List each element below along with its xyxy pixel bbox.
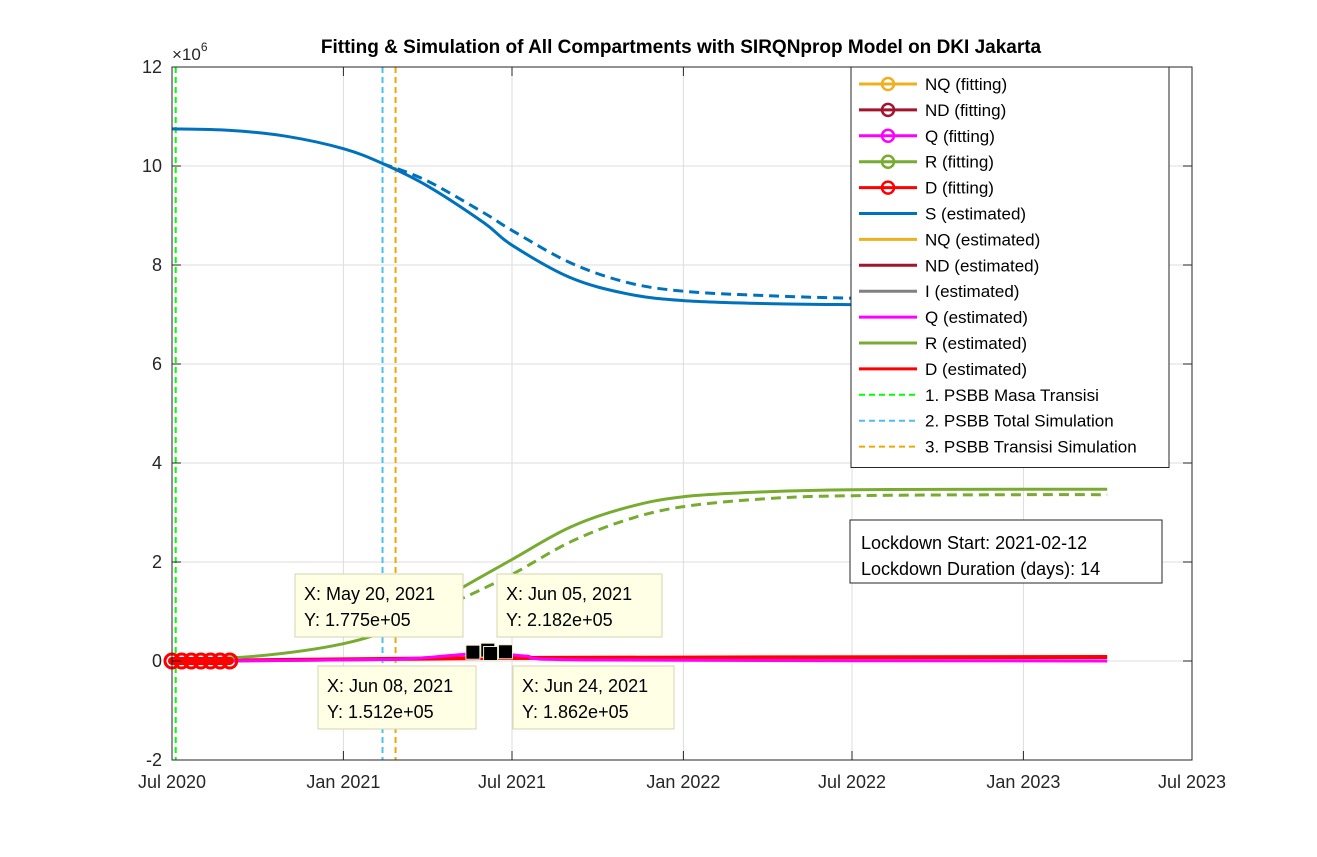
legend-label: 3. PSBB Transisi Simulation [925,438,1137,457]
legend-label: Q (fitting) [925,127,995,146]
legend-marker-sample [880,180,896,195]
legend-label: R (fitting) [925,153,994,172]
legend-label: ND (estimated) [925,256,1039,275]
legend-item-q-estimated[interactable]: Q (estimated) [859,308,1028,327]
legend-marker-sample [880,128,896,144]
datatip-box [512,665,675,730]
legend-label: D (fitting) [925,179,994,198]
legend-item-r-estimated[interactable]: R (estimated) [859,334,1027,353]
legend-item-nd-fitting[interactable]: ND (fitting) [859,101,1006,120]
series-line-s-simulated-dashed [381,162,923,301]
legend-label: ND (fitting) [925,101,1006,120]
legend-item-d-estimated[interactable]: D (estimated) [859,360,1027,379]
axes-box [171,66,1193,761]
legend-marker-sample [880,76,896,92]
legend-item-nq-estimated[interactable]: NQ (estimated) [859,230,1040,249]
annotation-line-1: Lockdown Start: 2021-02-12 [861,533,1087,553]
plot-area [163,67,1108,760]
legend-label: S (estimated) [925,205,1026,224]
series-line-r-estimated [171,487,1108,662]
datatip-x-label: X: May 20, 2021 [304,584,435,604]
legend-label: NQ (fitting) [925,75,1007,94]
y-tick-label: 4 [152,453,162,473]
x-tick-label: Jan 2023 [986,772,1060,792]
datatip: X: May 20, 2021 Y: 1.775e+05 [294,573,481,660]
x-tick-label: Jul 2023 [1158,772,1226,792]
x-tick-label: Jul 2021 [478,772,546,792]
legend-item-r-fitting[interactable]: R (fitting) [859,153,994,172]
legend-box [850,66,1170,468]
y-tick-label: 6 [152,354,162,374]
legend-marker-sample [880,154,896,169]
datatip-y-label: Y: 1.512e+05 [327,702,434,722]
legend-label: 2. PSBB Total Simulation [925,412,1114,431]
x-tick-label: Jan 2021 [306,772,380,792]
legend-item-s-estimated[interactable]: S (estimated) [859,205,1026,224]
axis-ticks: Jul 2020 Jan 2021 Jul 2021 Jan 2022 Jul 2022… [138,57,1226,792]
x-tick-label: Jul 2020 [138,772,206,792]
datatip-marker [497,644,513,660]
x-tick-label: Jul 2022 [818,772,886,792]
y-tick-label: -2 [146,750,162,770]
annotation-box: Lockdown Start: 2021-02-12 Lockdown Dura… [849,519,1163,584]
datatip: X: Jun 24, 2021 Y: 1.862e+05 [497,644,675,730]
series-line-r-simulated-dashed [381,493,1108,636]
y-exponent: ×106 [172,40,208,64]
legend-item-3-psbb-transisi-simulation[interactable]: 3. PSBB Transisi Simulation [859,438,1137,457]
legend-item-nq-fitting[interactable]: NQ (fitting) [859,75,1007,94]
legend-label: I (estimated) [925,282,1019,301]
legend-label: Q (estimated) [925,308,1028,327]
datatip-box [496,573,663,638]
datatip-box [317,665,477,730]
datatip: X: Jun 05, 2021 Y: 2.182e+05 [480,573,663,658]
datatip-y-label: Y: 1.775e+05 [304,610,411,630]
y-tick-label: 2 [152,552,162,572]
legend-item-q-fitting[interactable]: Q (fitting) [859,127,995,146]
datatip-x-label: X: Jun 05, 2021 [506,584,632,604]
legend-label: NQ (estimated) [925,230,1040,249]
datatip-box [294,573,464,638]
y-tick-label: 0 [152,651,162,671]
y-tick-label: 8 [152,255,162,275]
datatip-x-label: X: Jun 08, 2021 [327,676,453,696]
legend-label: R (estimated) [925,334,1027,353]
datatip-marker [465,644,481,660]
legend-item-2-psbb-total-simulation[interactable]: 2. PSBB Total Simulation [859,412,1114,431]
legend-label: D (estimated) [925,360,1027,379]
y-exponent-power: 6 [201,40,208,54]
legend-item-1-psbb-masa-transisi[interactable]: 1. PSBB Masa Transisi [859,386,1099,405]
legend-item-nd-estimated[interactable]: ND (estimated) [859,256,1039,275]
datatip: X: Jun 08, 2021 Y: 1.512e+05 [317,646,499,730]
x-tick-label: Jan 2022 [646,772,720,792]
datatips: X: May 20, 2021 Y: 1.775e+05 X: Jun 05, 20… [294,573,675,730]
legend-item-i-estimated[interactable]: I (estimated) [859,282,1019,301]
y-exponent-label: ×10 [172,45,201,64]
annotation-line-2: Lockdown Duration (days): 14 [861,559,1100,579]
datatip-marker [483,646,499,662]
y-tick-label: 12 [142,57,162,77]
y-tick-label: 10 [142,156,162,176]
datatip-y-label: Y: 2.182e+05 [506,610,613,630]
legend-marker-sample [880,102,896,118]
datatip-y-label: Y: 1.862e+05 [522,702,629,722]
chart-title: Fitting & Simulation of All Compartments… [321,37,1042,58]
legend-label: 1. PSBB Masa Transisi [925,386,1099,405]
legend-item-d-fitting[interactable]: D (fitting) [859,179,994,198]
datatip-x-label: X: Jun 24, 2021 [522,676,648,696]
legend[interactable]: NQ (fitting) ND (fitting) Q (fitting) R (fi… [850,66,1170,468]
series-line-s-estimated [171,127,923,307]
